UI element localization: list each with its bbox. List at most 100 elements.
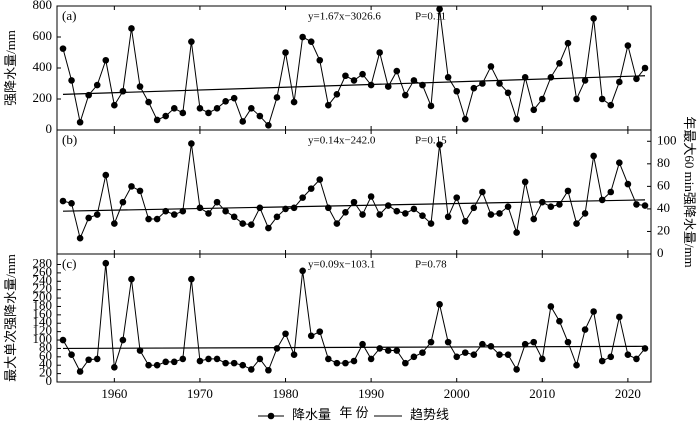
y-tick-label: 20 — [39, 365, 52, 380]
data-point — [316, 56, 324, 64]
data-point — [316, 176, 324, 183]
y-tick-label: 280 — [33, 255, 53, 270]
data-point — [162, 358, 170, 366]
data-point — [496, 80, 503, 87]
data-point — [359, 211, 366, 218]
data-point — [384, 83, 392, 90]
data-point — [162, 112, 170, 120]
data-point — [496, 351, 503, 359]
y-axis-label: 年最大60 min强降水量/mm — [682, 116, 697, 267]
data-point — [145, 361, 152, 369]
data-point — [410, 77, 418, 84]
data-point — [179, 109, 187, 117]
panel-frame — [56, 253, 652, 383]
panel-label: (a) — [62, 8, 76, 23]
data-point — [102, 56, 110, 64]
data-point — [538, 95, 546, 103]
data-point — [196, 204, 204, 212]
data-point — [179, 207, 187, 215]
legend-swatch — [267, 412, 275, 420]
data-point — [290, 98, 298, 106]
data-point — [325, 204, 332, 212]
data-point — [145, 98, 152, 106]
y-tick-label: 400 — [33, 59, 53, 74]
data-point — [111, 101, 118, 109]
data-point — [213, 198, 221, 206]
data-point — [299, 194, 306, 201]
data-point — [290, 204, 298, 212]
data-point — [111, 220, 118, 227]
data-point — [170, 358, 178, 366]
panel-label: (b) — [62, 132, 77, 147]
data-point — [436, 301, 443, 308]
data-point — [111, 364, 118, 371]
data-point — [564, 187, 572, 195]
data-point — [564, 338, 572, 346]
data-point — [470, 204, 478, 212]
data-point — [402, 210, 409, 217]
data-point — [93, 355, 101, 363]
data-point — [247, 366, 255, 373]
data-point — [119, 87, 127, 95]
y-tick-label: 160 — [33, 306, 53, 321]
data-point — [325, 355, 332, 363]
trend-line — [62, 345, 646, 350]
x-axis-label: 年 份 — [339, 405, 368, 420]
data-point — [265, 366, 272, 374]
data-point — [59, 197, 67, 205]
data-point — [504, 351, 512, 359]
data-point — [85, 91, 92, 99]
data-point — [427, 102, 435, 110]
data-point — [444, 74, 452, 81]
data-point — [633, 201, 640, 208]
y-tick-label: 40 — [39, 356, 52, 371]
data-point — [273, 94, 281, 101]
data-point — [616, 159, 623, 166]
data-point — [188, 140, 195, 147]
data-point — [393, 207, 401, 215]
y-tick-label: 260 — [33, 264, 53, 279]
data-point — [136, 347, 144, 354]
x-tick-label: 2020 — [615, 386, 641, 401]
data-point — [402, 359, 409, 367]
data-point — [410, 205, 418, 213]
y-axis-label: 最大单次强降水量/mm — [3, 254, 18, 382]
data-point — [504, 89, 512, 97]
data-point — [521, 340, 529, 348]
data-point — [170, 105, 178, 112]
data-point — [444, 338, 452, 346]
data-point — [239, 361, 247, 369]
data-point — [419, 212, 426, 219]
y-tick-label: 60 — [39, 348, 52, 363]
data-point — [85, 356, 92, 364]
data-point — [128, 183, 135, 190]
data-point — [222, 207, 229, 215]
data-point — [342, 208, 349, 216]
data-point — [282, 330, 289, 338]
y-tick-label: 800 — [33, 0, 53, 12]
data-point — [325, 101, 332, 109]
data-point — [376, 345, 383, 352]
y-tick-label: 180 — [33, 297, 53, 312]
data-point — [350, 77, 358, 84]
data-point — [393, 67, 401, 75]
x-tick-label: 1980 — [273, 386, 299, 401]
data-point — [581, 77, 589, 84]
data-point — [633, 355, 640, 363]
data-point — [205, 210, 212, 217]
data-point — [307, 332, 315, 340]
data-point — [590, 15, 597, 22]
data-point — [624, 351, 632, 359]
data-point — [230, 359, 238, 367]
data-point — [547, 303, 555, 310]
data-point — [521, 74, 529, 81]
data-point — [427, 220, 435, 227]
data-point — [453, 87, 461, 95]
data-point — [222, 359, 229, 367]
data-point — [641, 202, 649, 209]
data-point — [205, 355, 212, 363]
y-tick-label: 0 — [657, 245, 664, 260]
data-point — [590, 308, 597, 315]
data-point — [616, 78, 623, 86]
